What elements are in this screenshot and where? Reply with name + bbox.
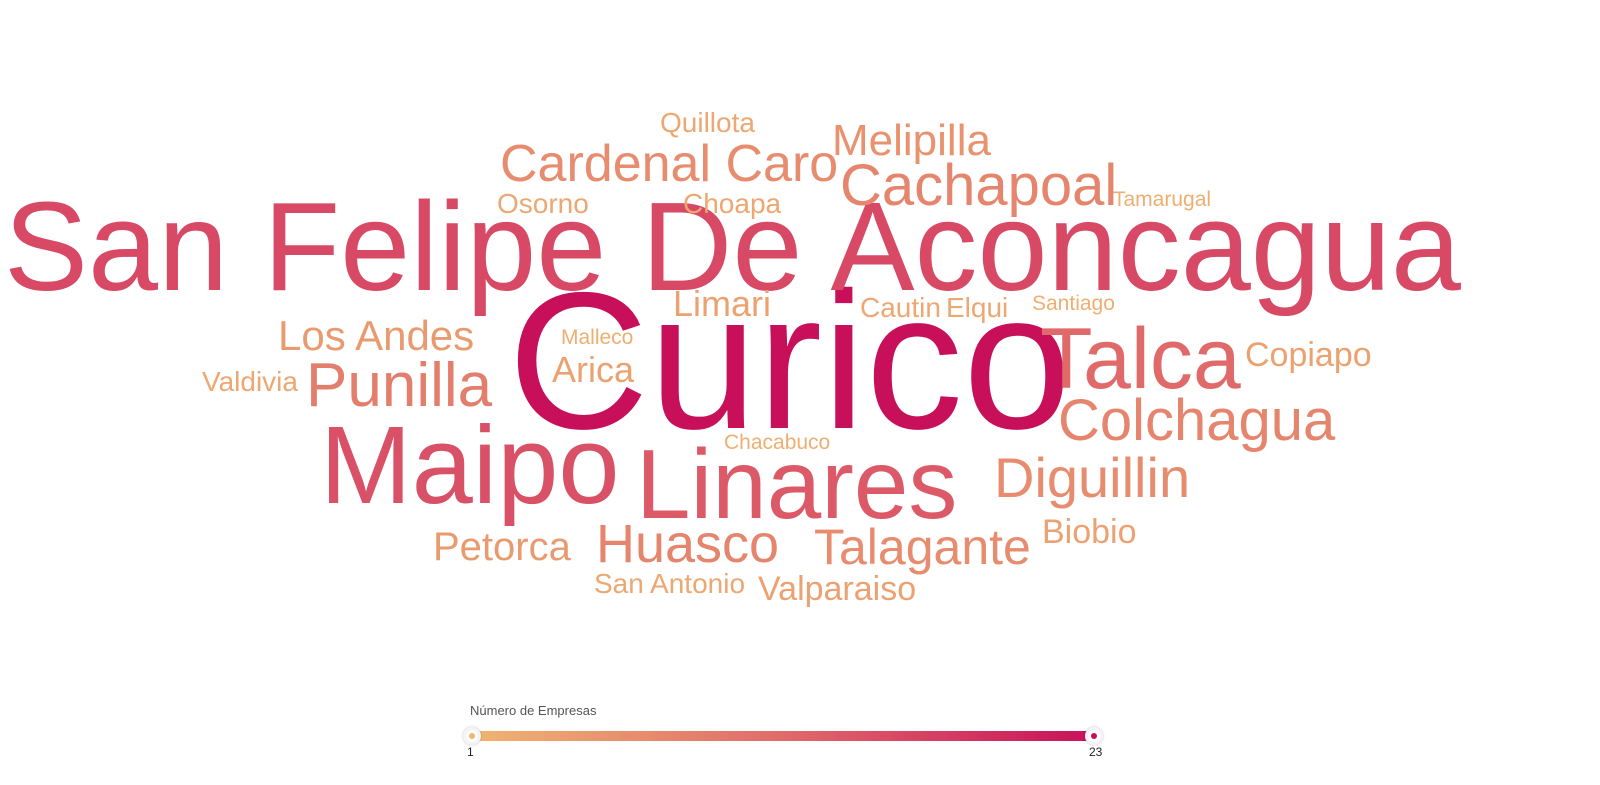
word-choapa[interactable]: Choapa — [683, 188, 782, 219]
word-arica[interactable]: Arica — [552, 349, 635, 390]
word-cachapoal[interactable]: Cachapoal — [840, 153, 1117, 218]
word-linares[interactable]: Linares — [636, 429, 957, 539]
word-copiapo[interactable]: Copiapo — [1245, 336, 1372, 374]
legend-max-dot — [1091, 733, 1097, 739]
word-valdivia[interactable]: Valdivia — [202, 366, 298, 397]
legend-max-handle[interactable] — [1085, 727, 1103, 745]
legend-min-handle[interactable] — [463, 727, 481, 745]
word-elqui[interactable]: Elqui — [946, 292, 1008, 323]
word-talca[interactable]: Talca — [1040, 311, 1241, 407]
word-los-andes[interactable]: Los Andes — [278, 312, 474, 359]
word-punilla[interactable]: Punilla — [306, 351, 493, 420]
legend-max-label: 23 — [1089, 745, 1103, 759]
word-limari[interactable]: Limari — [673, 283, 771, 324]
legend-gradient-bar — [470, 731, 1096, 741]
word-san-antonio[interactable]: San Antonio — [594, 568, 745, 599]
word-huasco[interactable]: Huasco — [596, 514, 779, 574]
word-talagante[interactable]: Talagante — [814, 519, 1031, 575]
legend-min-dot — [469, 733, 475, 739]
word-santiago[interactable]: Santiago — [1032, 292, 1115, 315]
word-valparaiso[interactable]: Valparaiso — [758, 570, 916, 608]
word-curico[interactable]: Curico — [508, 252, 1071, 470]
word-osorno[interactable]: Osorno — [497, 188, 589, 219]
word-san-felipe-de-aconcagua[interactable]: San Felipe De Aconcagua — [4, 176, 1462, 317]
word-maipo[interactable]: Maipo — [320, 404, 620, 527]
word-biobio[interactable]: Biobio — [1042, 513, 1137, 551]
legend-min-label: 1 — [467, 745, 474, 759]
color-legend: Número de Empresas 1 23 — [460, 695, 1140, 775]
word-melipilla[interactable]: Melipilla — [832, 116, 991, 165]
legend-title: Número de Empresas — [470, 703, 597, 718]
word-malleco[interactable]: Malleco — [561, 326, 633, 349]
word-cautin[interactable]: Cautin — [860, 292, 941, 323]
word-diguillin[interactable]: Diguillin — [994, 446, 1190, 509]
word-tamarugal[interactable]: Tamarugal — [1113, 188, 1211, 211]
word-chacabuco[interactable]: Chacabuco — [724, 431, 830, 454]
word-colchagua[interactable]: Colchagua — [1058, 388, 1336, 453]
word-cardenal-caro[interactable]: Cardenal Caro — [500, 135, 838, 193]
word-petorca[interactable]: Petorca — [433, 525, 572, 569]
word-quillota[interactable]: Quillota — [660, 107, 755, 138]
